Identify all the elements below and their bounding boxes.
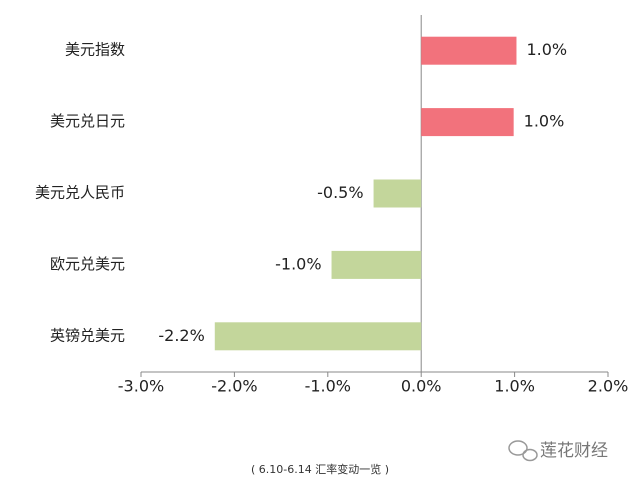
watermark: 莲花财经 <box>540 441 608 461</box>
bar <box>331 250 422 279</box>
bar <box>373 179 422 208</box>
value-label: 1.0% <box>524 112 565 131</box>
x-tick-label: -2.0% <box>211 377 257 396</box>
x-tick-label: -3.0% <box>118 377 164 396</box>
category-label: 欧元兑美元 <box>50 255 125 273</box>
value-label: -0.5% <box>317 183 363 202</box>
value-label: 1.0% <box>526 40 567 59</box>
x-tick-label: 1.0% <box>494 377 535 396</box>
category-label: 美元指数 <box>65 41 125 59</box>
bar <box>214 322 422 351</box>
x-tick-label: 0.0% <box>401 377 442 396</box>
bar <box>421 36 517 65</box>
x-tick-label: -1.0% <box>305 377 351 396</box>
category-label: 英镑兑美元 <box>50 326 125 344</box>
caption: ( 6.10-6.14 汇率变动一览 ) <box>251 462 389 476</box>
value-label: -1.0% <box>275 254 321 273</box>
category-label: 美元兑日元 <box>50 112 125 130</box>
x-tick-label: 2.0% <box>588 377 629 396</box>
bar <box>421 108 514 137</box>
watermark-icon <box>508 440 538 462</box>
value-label: -2.2% <box>158 326 204 345</box>
category-label: 美元兑人民币 <box>35 184 125 202</box>
